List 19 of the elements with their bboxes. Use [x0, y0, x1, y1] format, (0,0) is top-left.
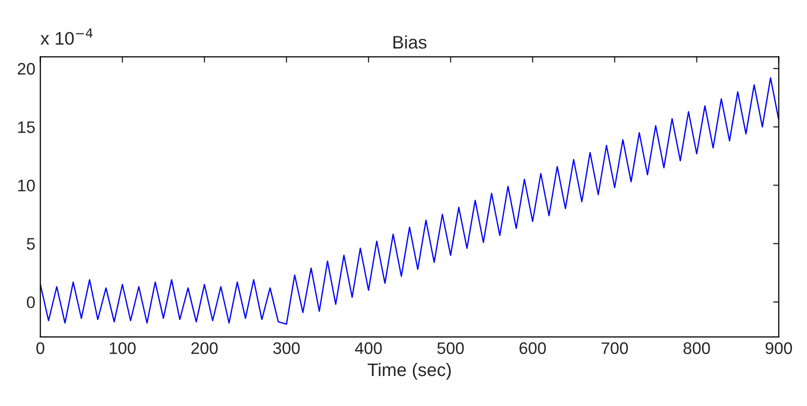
line-series — [40, 77, 779, 325]
x-tick-label: 700 — [602, 342, 628, 354]
x-tick-label: 900 — [766, 342, 792, 354]
y-tick-label: 10 — [18, 180, 35, 192]
y-tick-label: 0 — [26, 296, 35, 308]
x-tick-label: 300 — [273, 342, 300, 354]
x-tick-label: 800 — [684, 342, 710, 354]
x-tick-label: 200 — [191, 342, 218, 354]
x-tick-label: 0 — [36, 342, 44, 354]
text: x 10$^{−4}$ — [40, 28, 93, 45]
x-tick-label: 500 — [437, 342, 464, 354]
chart-title: Bias — [393, 35, 426, 49]
x-axis-title: Time (sec) — [368, 362, 451, 380]
y-tick-label: 15 — [18, 121, 35, 134]
y-tick-label: 5 — [26, 238, 35, 250]
x-tick-label: 400 — [355, 342, 382, 354]
y-tick-label: 20 — [18, 62, 35, 75]
x-tick-label: 100 — [110, 342, 136, 354]
x-tick-label: 600 — [520, 342, 546, 354]
